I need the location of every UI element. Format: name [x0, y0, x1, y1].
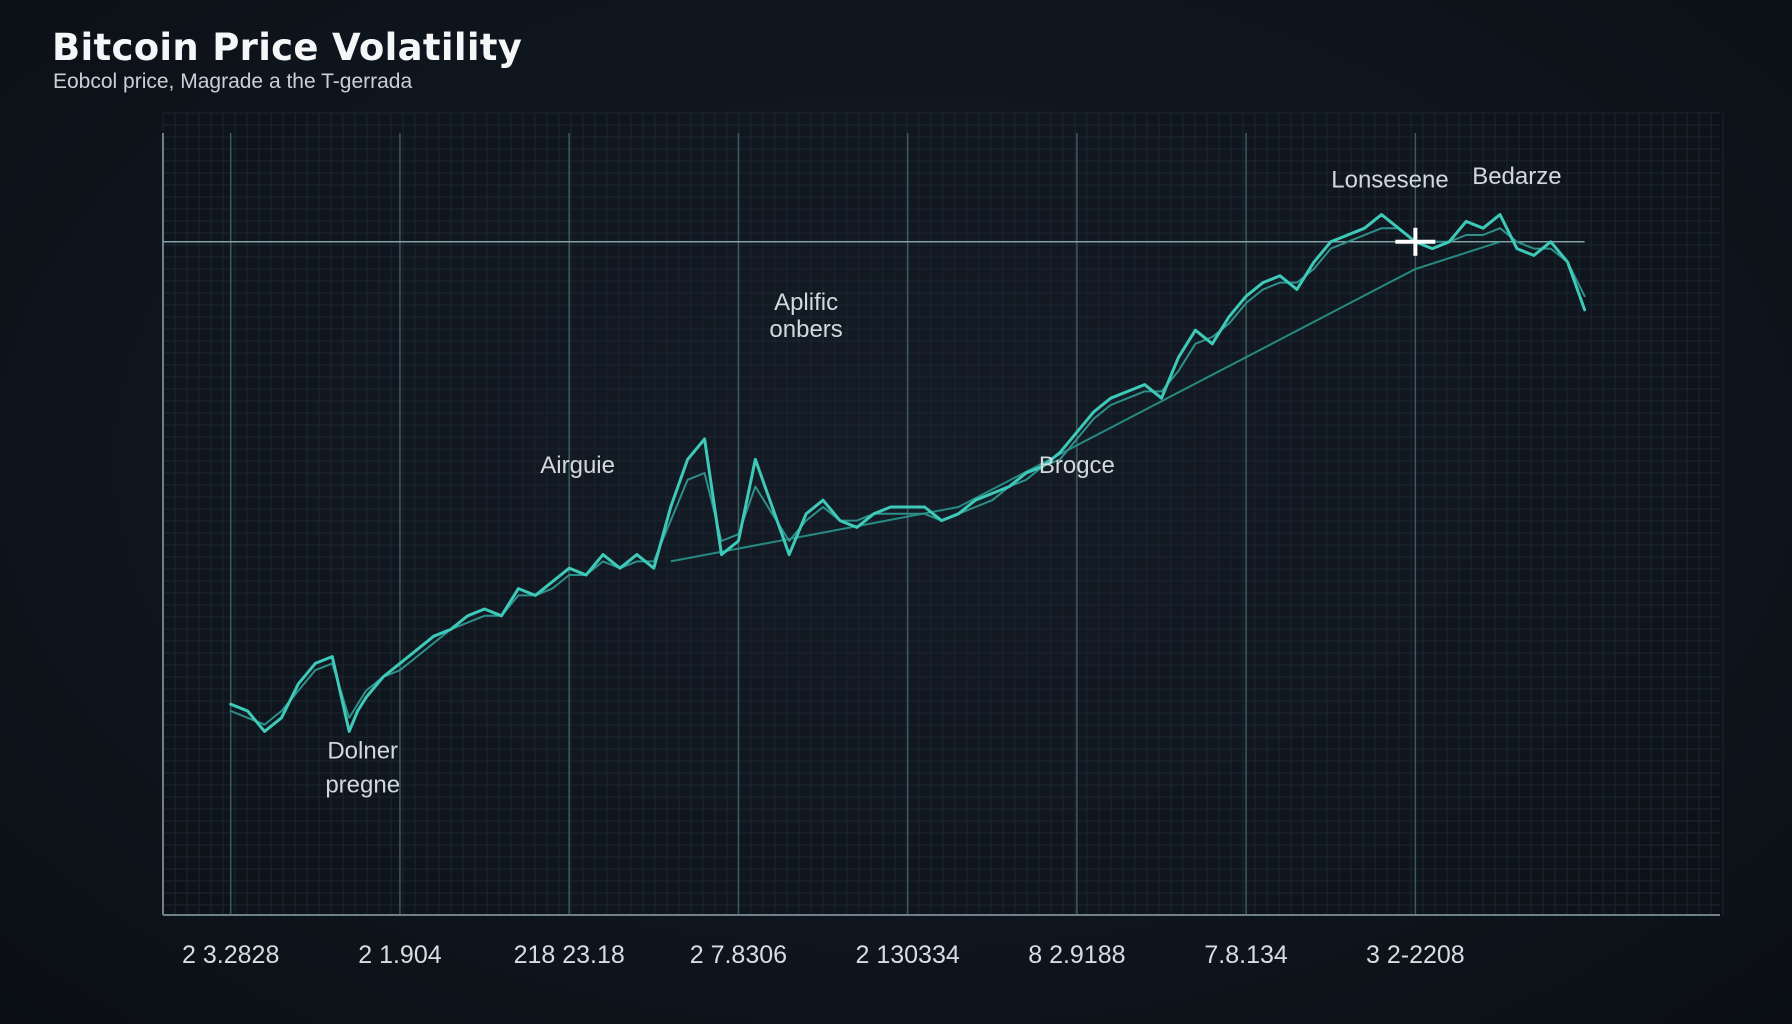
series-line: [229, 213, 1587, 733]
x-tick-label: 8 2.9188: [1028, 941, 1125, 969]
chart-annotation: pregne: [325, 772, 400, 799]
trend-line: [670, 240, 1501, 563]
x-tick-label: 218 23.18: [514, 941, 625, 969]
chart-annotation: Dolner: [327, 738, 398, 765]
x-tick-label: 2 3.2828: [182, 941, 279, 969]
chart-annotation: onbers: [769, 316, 842, 343]
chart-annotation: Bedarze: [1472, 163, 1561, 190]
chart-annotation: Lonsesene: [1331, 166, 1448, 193]
chart-title: Bitcoin Price Volatility: [52, 26, 523, 69]
chart-annotation: Aplific: [774, 289, 838, 316]
chart-annotation: Airguie: [540, 452, 615, 479]
series-line: [229, 227, 1586, 726]
chart-subtitle: Eobcol price, Magrade a the T-gerrada: [53, 70, 413, 93]
x-tick-label: 7.8.134: [1204, 941, 1288, 969]
x-tick-label: 2 7.8306: [690, 941, 787, 969]
x-tick-label: 2 130334: [856, 941, 960, 969]
x-tick-label: 3 2-2208: [1366, 941, 1465, 969]
chart-annotation: Brogce: [1039, 452, 1115, 479]
x-tick-label: 2 1.904: [358, 941, 442, 969]
